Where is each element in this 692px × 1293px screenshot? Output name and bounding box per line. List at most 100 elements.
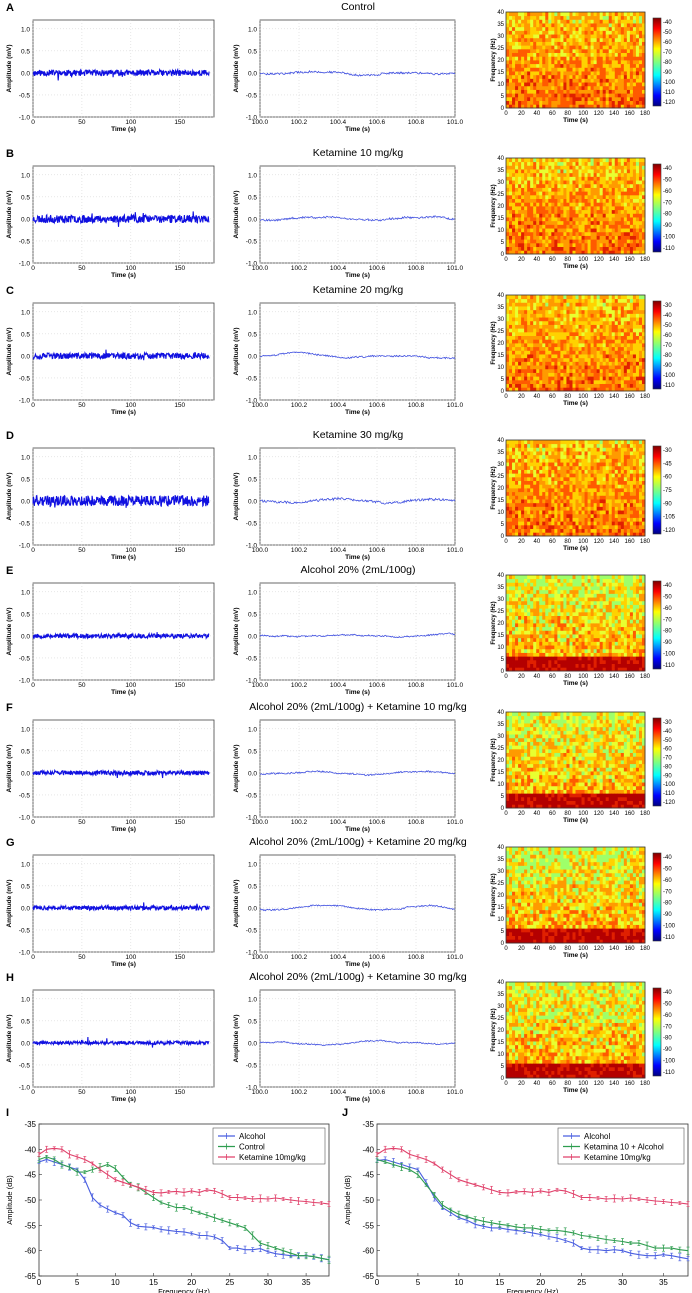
colorbar-tick-label: -90 [663, 223, 672, 229]
spectrogram-cell [629, 517, 634, 522]
spectrogram-cell [617, 331, 622, 337]
spectrogram-cell [629, 335, 634, 340]
spectrogram-cell [542, 239, 546, 244]
spectrogram-cell [515, 12, 519, 17]
spectrogram-cell [608, 372, 613, 377]
spectrogram-cell [515, 85, 519, 90]
spectrogram-cell [545, 67, 549, 72]
spectrogram-cell [614, 473, 619, 478]
spectrogram-cell [593, 521, 598, 526]
spectrogram-cell [614, 96, 619, 102]
spectrogram-cell [566, 313, 570, 318]
spectrogram-cell [539, 510, 543, 515]
spectrogram-cell [626, 361, 631, 366]
spectrogram-cell [611, 23, 616, 28]
spectrogram-cell [596, 502, 601, 507]
spectrogram-cell [632, 320, 637, 325]
spectrogram-cell [605, 85, 610, 90]
spectrogram-cell [617, 354, 622, 359]
spectrogram-cell [617, 306, 622, 311]
spectrogram-cell [593, 510, 598, 515]
spectrogram-cell [629, 451, 634, 456]
spectrogram-cell [536, 331, 540, 337]
spectrogram-cell [530, 30, 534, 35]
spectrogram-cell [635, 213, 640, 218]
spectrogram-cell [596, 48, 601, 54]
spectrogram-cell [548, 298, 552, 303]
spectrogram-cell [545, 469, 549, 474]
spectrogram-cell [569, 183, 573, 188]
spectrogram-cell [518, 302, 522, 307]
spectrogram-cell [626, 447, 631, 452]
spectrogram-cell [617, 469, 622, 474]
spectrogram-cell [572, 465, 576, 470]
spectrogram-cell [608, 158, 613, 163]
spectrogram-cell [590, 488, 595, 493]
spectrogram-cell [581, 376, 585, 381]
spectrogram-cell [596, 506, 601, 511]
spectrogram-cell [506, 63, 510, 68]
spectrogram-cell [617, 320, 622, 325]
spectrogram-cell [587, 161, 592, 166]
spectrogram-cell [530, 499, 534, 504]
spectrogram-cell [584, 309, 588, 314]
spectrogram-cell [563, 480, 567, 485]
spectrogram-cell [599, 30, 604, 35]
spectrogram-cell [569, 480, 573, 485]
spectrogram-cell [578, 502, 582, 507]
spectrogram-cell [563, 440, 567, 445]
spectrogram-cell [587, 217, 592, 222]
spectrogram-cell [623, 488, 628, 493]
spectrogram-cell [611, 235, 616, 240]
spectrogram-cell [629, 331, 634, 337]
spectrogram-cell [575, 295, 579, 300]
spectrogram-cell [545, 100, 549, 105]
spectrogram-cell [626, 15, 631, 20]
spectrogram-cell [620, 298, 625, 303]
spectrogram-cell [599, 387, 604, 392]
spectrogram-cell [581, 524, 585, 530]
spectrogram-cell [572, 499, 576, 504]
spectrogram-cell [545, 242, 549, 248]
spectrogram-cell [509, 488, 513, 493]
spectrogram-cell [614, 302, 619, 307]
spectrogram-cell [536, 499, 540, 504]
spectrogram-cell [608, 309, 613, 314]
spectrogram-cell [590, 324, 595, 329]
spectrogram-cell [584, 513, 588, 518]
spectrogram-cell [545, 379, 549, 385]
spectrogram-cell [572, 63, 576, 68]
spectrogram-cell [632, 180, 637, 185]
spectrogram-cell [545, 12, 549, 17]
spectrogram-cell [581, 202, 585, 207]
spectrogram-cell [575, 372, 579, 377]
spectrogram-cell [590, 30, 595, 35]
spectrogram-cell [632, 48, 637, 54]
spectrogram-cell [515, 387, 519, 392]
spectrogram-cell [590, 78, 595, 83]
spectrogram-cell [623, 510, 628, 515]
spectrogram-cell [608, 331, 613, 337]
spectrogram-cell [557, 462, 561, 467]
spectrogram-cell [617, 161, 622, 166]
spectrogram-cell [632, 317, 637, 322]
spectrogram-cell [575, 443, 579, 448]
spectrogram-cell [638, 372, 643, 377]
spectrogram-cell [626, 354, 631, 359]
spectrogram-cell [512, 187, 516, 192]
spectrogram-cell [593, 41, 598, 46]
spectrogram-cell [629, 26, 634, 31]
spectrogram-cell [608, 85, 613, 90]
spectrogram-cell [569, 93, 573, 98]
spectrogram-cell [512, 513, 516, 518]
spectrogram-cell [602, 502, 607, 507]
spectrogram-cell [530, 246, 534, 251]
spectrogram-cell [617, 488, 622, 493]
spectrogram-cell [533, 12, 537, 17]
spectrogram-cell [569, 383, 573, 388]
spectrogram-cell [599, 354, 604, 359]
spectrogram-cell [623, 239, 628, 244]
spectrogram-cell [524, 379, 528, 385]
spectrogram-cell [614, 502, 619, 507]
y-tick-label: 20 [497, 204, 504, 210]
